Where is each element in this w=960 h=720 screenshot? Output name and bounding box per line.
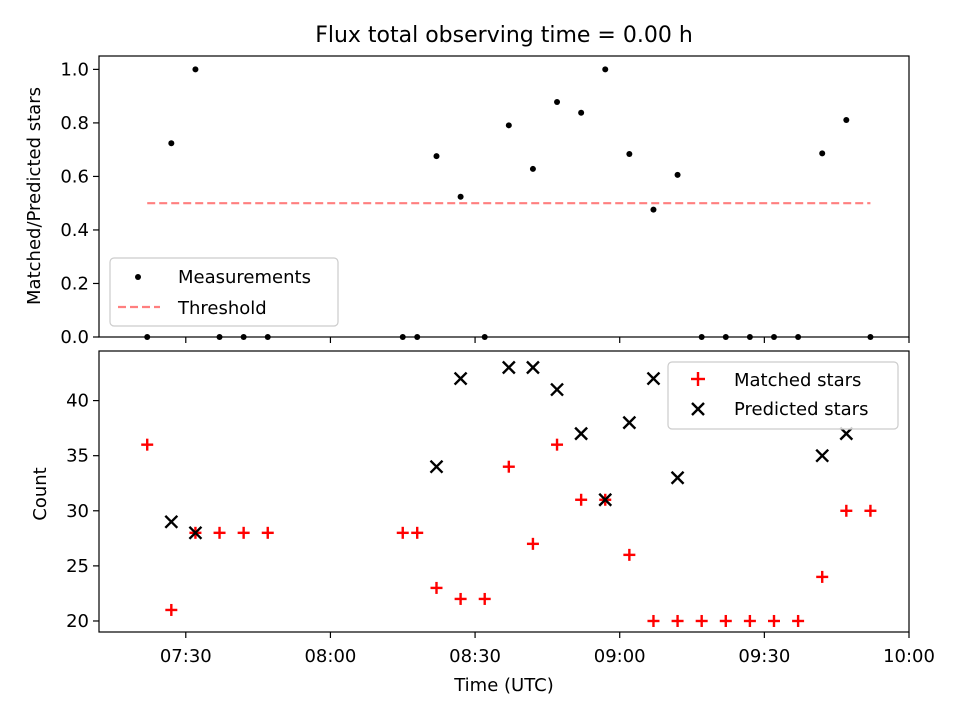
matched-star-point (430, 581, 443, 594)
matched-star-point (816, 570, 829, 583)
measurement-point (650, 206, 657, 213)
bottom-y-axis-label: Count (30, 467, 51, 520)
matched-star-point (695, 614, 708, 627)
measurement-point (602, 66, 609, 73)
matched-star-point (165, 603, 178, 616)
top-y-axis-label: Matched/Predicted stars (24, 87, 45, 305)
predicted-star-point (598, 492, 613, 507)
matched-star-point (864, 504, 877, 517)
top-x-ticks (185, 337, 910, 343)
top-y-ticks: 0.0 0.2 0.4 0.6 0.8 1.0 (60, 59, 99, 348)
top-y-tick-label: 0.8 (60, 113, 89, 134)
top-y-tick-label: 0.4 (60, 220, 89, 241)
x-tick-label: 08:00 (304, 646, 356, 667)
bottom-axes-frame (98, 350, 910, 633)
matched-star-point (237, 526, 250, 539)
top-legend-box (109, 257, 339, 327)
measurement-point (457, 193, 464, 200)
predicted-star-point (646, 371, 661, 386)
bottom-y-tick-label: 30 (66, 501, 89, 522)
matched-star-point (454, 592, 467, 605)
predicted-star-point (622, 415, 637, 430)
bottom-y-tick-label: 40 (66, 391, 89, 412)
measurement-point (674, 171, 681, 178)
predicted-star-point (815, 448, 830, 463)
matched-star-point (647, 614, 660, 627)
measurement-point (529, 165, 536, 172)
predicted-star-point (188, 525, 203, 540)
matched-star-point (261, 526, 274, 539)
predicted-star-point (550, 382, 564, 397)
measurement-point (843, 116, 850, 123)
legend-label-threshold: Threshold (177, 298, 267, 319)
matched-star-point (840, 504, 853, 517)
matched-star-point (502, 460, 515, 473)
bottom-panel: Count Time (UTC) 20 25 30 35 40 07:30 08:00 08… (30, 350, 935, 696)
bottom-plot-marks (141, 360, 877, 627)
top-y-tick-label: 1.0 (60, 59, 89, 80)
x-tick-label: 09:00 (594, 646, 646, 667)
bottom-y-tick-label: 20 (66, 611, 89, 632)
predicted-star-point (453, 371, 468, 386)
matched-star-point (792, 614, 805, 627)
bottom-y-ticks: 20 25 30 35 40 (66, 391, 99, 632)
legend-label-matched-stars: Matched stars (734, 370, 861, 391)
measurement-point (819, 150, 826, 157)
x-tick-label: 07:30 (160, 646, 212, 667)
legend-marker-matched-stars (691, 372, 705, 386)
predicted-star-point (574, 426, 588, 441)
predicted-star-point (839, 426, 854, 441)
measurement-point (168, 140, 175, 147)
bottom-y-tick-label: 35 (66, 446, 89, 467)
matched-star-point (526, 537, 539, 550)
matched-star-point (719, 614, 732, 627)
x-tick-label: 10:00 (883, 646, 935, 667)
x-axis-label: Time (UTC) (453, 675, 554, 696)
top-panel: Flux total observing time = 0.00 h Match… (24, 23, 910, 348)
matched-star-point (623, 548, 636, 561)
top-y-tick-label: 0.6 (60, 166, 89, 187)
top-y-tick-label: 0.2 (60, 273, 89, 294)
legend-label-predicted-stars: Predicted stars (734, 399, 868, 420)
measurement-point (505, 122, 512, 129)
chart-title: Flux total observing time = 0.00 h (315, 23, 693, 48)
top-axes-frame (98, 55, 910, 338)
bottom-x-ticks: 07:30 08:00 08:30 09:00 09:30 10:00 (160, 632, 935, 667)
measurement-point (578, 109, 585, 116)
matched-star-point (213, 526, 226, 539)
legend-label-measurements: Measurements (178, 267, 311, 288)
top-legend[interactable]: Measurements Threshold (109, 257, 339, 327)
matched-star-point (411, 526, 424, 539)
bottom-legend-box (667, 361, 899, 430)
measurement-point (554, 99, 561, 106)
matched-star-point (141, 438, 154, 451)
matched-star-point (671, 614, 684, 627)
bottom-legend[interactable]: Matched stars Predicted stars (667, 361, 899, 430)
legend-marker-measurements (135, 274, 141, 280)
measurement-point (192, 66, 199, 73)
matched-star-point (396, 526, 409, 539)
bottom-y-tick-label: 25 (66, 556, 89, 577)
matched-star-point (743, 614, 756, 627)
predicted-star-point (164, 514, 179, 529)
top-y-tick-label: 0.0 (60, 327, 89, 348)
measurement-point (433, 153, 440, 160)
matched-star-point (768, 614, 780, 627)
x-tick-label: 09:30 (738, 646, 790, 667)
x-tick-label: 08:30 (449, 646, 501, 667)
predicted-star-point (429, 459, 444, 474)
predicted-star-point (501, 360, 516, 375)
matched-star-point (551, 438, 564, 451)
predicted-star-point (526, 360, 540, 375)
matched-star-point (478, 592, 491, 605)
legend-marker-predicted-stars (691, 402, 705, 416)
predicted-star-point (670, 470, 685, 485)
matched-star-point (575, 493, 588, 506)
measurement-point (626, 150, 633, 157)
